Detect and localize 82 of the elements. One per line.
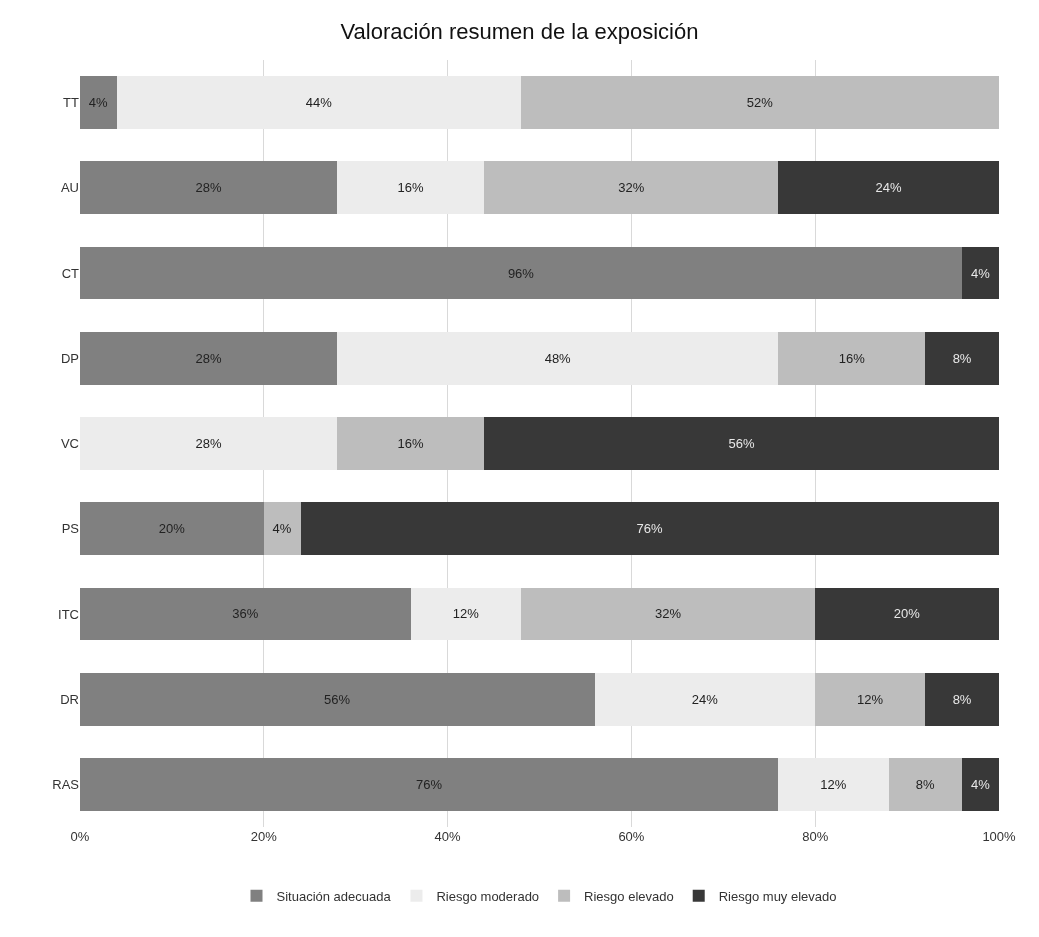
- data-label: 24%: [875, 180, 902, 196]
- data-label: 16%: [838, 350, 866, 366]
- data-label: 16%: [397, 436, 425, 451]
- bar: [888, 757, 963, 811]
- data-label: 56%: [324, 691, 351, 707]
- data-label: 20%: [158, 521, 186, 537]
- data-label: 4%: [272, 521, 292, 537]
- bar: [778, 757, 889, 811]
- bar: [962, 757, 999, 811]
- x-tick-label: 0%: [70, 829, 90, 844]
- bar: [778, 331, 926, 385]
- data-label: 28%: [195, 180, 222, 196]
- x-tick-label: 60%: [618, 829, 645, 844]
- data-label: 56%: [728, 436, 755, 451]
- bar: [80, 417, 338, 470]
- data-label: 12%: [452, 606, 480, 622]
- data-label: 44%: [305, 95, 333, 111]
- bar: [778, 161, 999, 215]
- x-tick-label: 100%: [982, 829, 1017, 844]
- data-label: 36%: [232, 606, 259, 622]
- bar: [300, 502, 999, 556]
- x-tick-label: 40%: [434, 829, 462, 844]
- data-label: 4%: [88, 95, 108, 111]
- bar: [116, 76, 522, 130]
- legend-label: Riesgo muy elevado: [718, 888, 837, 904]
- bar: [80, 672, 595, 726]
- bar: [815, 587, 999, 641]
- bar: [962, 246, 999, 300]
- bar: [80, 587, 411, 641]
- bar: [815, 672, 926, 726]
- y-tick-label: PS: [61, 521, 80, 537]
- data-label: 32%: [654, 606, 682, 622]
- legend-label: Riesgo elevado: [584, 888, 674, 904]
- bar: [925, 672, 999, 726]
- y-tick-label: TT: [63, 95, 80, 111]
- bar: [337, 161, 485, 215]
- x-tick-label: 20%: [250, 829, 278, 844]
- bar: [80, 161, 338, 215]
- data-label: 28%: [195, 436, 222, 451]
- bar: [925, 331, 999, 385]
- bar: [410, 587, 522, 641]
- data-label: 8%: [952, 350, 972, 366]
- data-label: 76%: [415, 776, 443, 792]
- data-label: 32%: [618, 180, 645, 196]
- data-label: 24%: [691, 691, 719, 707]
- y-tick-label: ITC: [58, 606, 79, 622]
- y-tick-label: RAS: [52, 776, 80, 792]
- y-tick-label: VC: [60, 436, 79, 452]
- data-label: 4%: [971, 776, 991, 792]
- bar: [521, 76, 999, 130]
- y-tick-label: AU: [60, 180, 79, 196]
- data-label: 76%: [636, 521, 664, 537]
- data-label: 8%: [915, 776, 936, 792]
- bar: [521, 587, 816, 641]
- y-tick-label: DR: [60, 691, 79, 707]
- data-label: 28%: [195, 350, 222, 366]
- bar: [80, 757, 779, 811]
- bar: [337, 417, 485, 470]
- data-label: 52%: [746, 95, 774, 111]
- bar: [484, 417, 999, 470]
- legend-label: Situación adecuada: [276, 888, 392, 904]
- bar: [80, 502, 264, 556]
- bar: [484, 161, 779, 215]
- bar: [80, 331, 338, 385]
- data-label: 48%: [544, 350, 572, 366]
- data-label: 4%: [971, 265, 991, 281]
- data-label: 16%: [397, 180, 425, 196]
- bar: [80, 76, 117, 130]
- data-label: 20%: [893, 606, 921, 622]
- bar: [263, 502, 301, 556]
- data-label: 96%: [507, 265, 535, 281]
- data-label: 12%: [820, 776, 847, 792]
- legend-label: Riesgo moderado: [436, 888, 540, 904]
- chart-title: Valoración resumen de la exposición: [340, 18, 699, 44]
- data-label: 8%: [952, 691, 972, 707]
- bar: [594, 672, 816, 726]
- y-tick-label: CT: [61, 265, 80, 281]
- y-tick-label: DP: [60, 350, 79, 366]
- bar: [337, 331, 779, 385]
- bar: [80, 246, 963, 300]
- x-tick-label: 80%: [802, 829, 829, 844]
- data-label: 12%: [857, 691, 884, 707]
